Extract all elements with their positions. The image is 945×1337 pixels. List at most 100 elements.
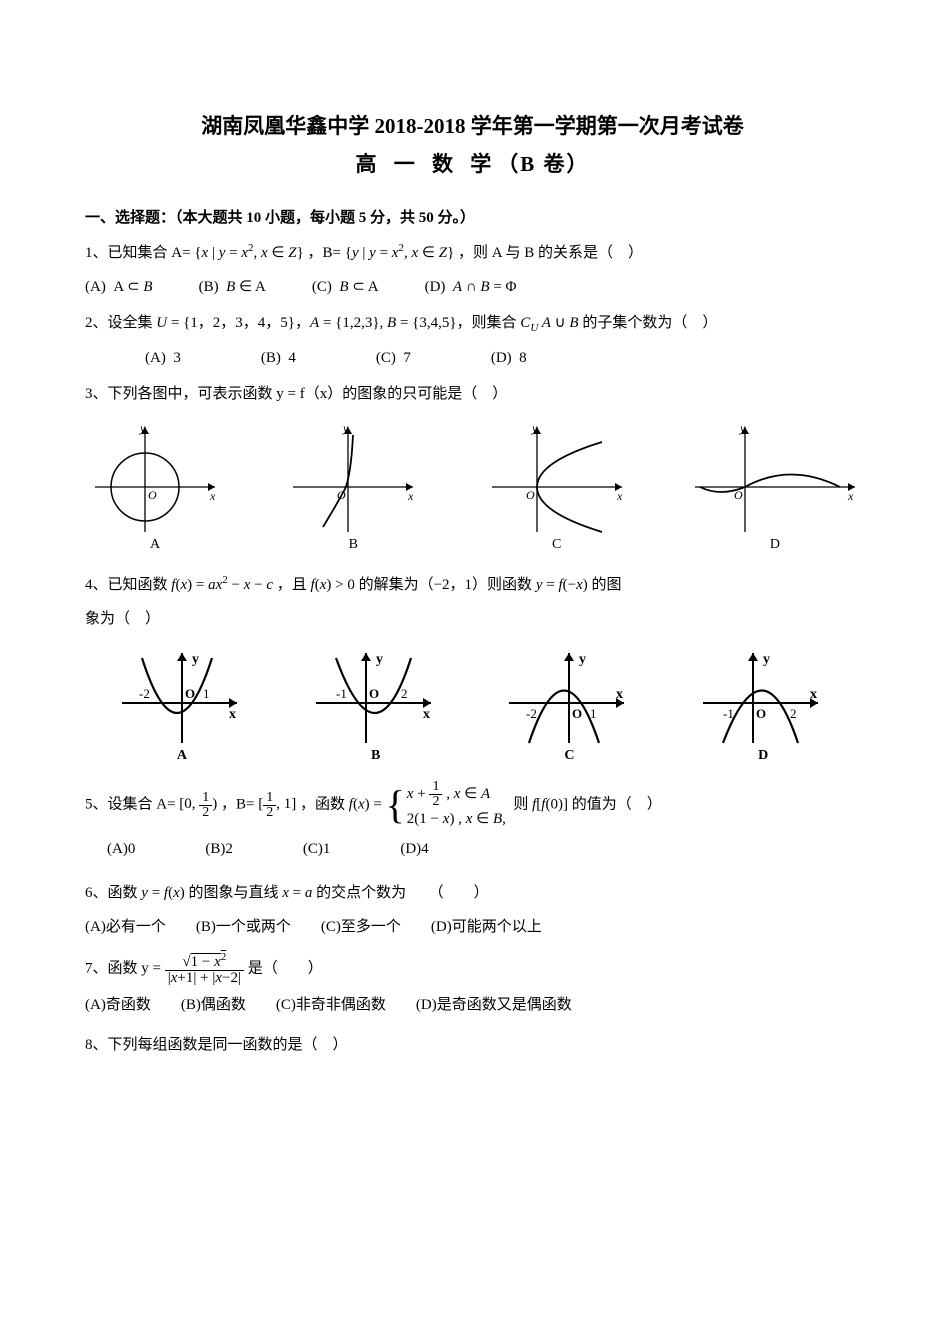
q2-optC-label: (C) [376,350,396,366]
q1-optC-label: (C) [312,279,332,295]
svg-text:-2: -2 [526,706,537,721]
q7-fraction: √1 − x2 |x+1| + |x−2| [165,952,244,986]
q3-figD: y x O D [690,417,860,553]
svg-text:O: O [148,488,157,502]
q5-intA: [0, 12) [179,796,217,812]
svg-text:x: x [209,489,216,503]
q1-optC: (C) B ⊂ A [312,272,379,302]
svg-text:-2: -2 [139,686,150,701]
q7-optB-label: (B) [181,997,201,1013]
svg-text:y: y [376,652,383,667]
q6-optD-label: (D) [431,919,452,935]
q7-options: (A)奇函数 (B)偶函数 (C)非奇非偶函数 (D)是奇函数又是偶函数 [85,990,860,1020]
q6-optB-label: (B) [196,919,216,935]
q5-piecewise: { x + 12 , x ∈ A 2(1 − x) , x ∈ B, [386,780,506,830]
q2-optA-label: (A) [145,350,166,366]
svg-text:x: x [229,707,236,722]
q4-labelD: D [698,748,828,764]
q1-optA-label: (A) [85,279,106,295]
q5-optC-label: (C) [303,841,323,857]
svg-text:y: y [579,652,586,667]
q4-labelA: A [117,748,247,764]
q2-optB-val: 4 [288,350,296,366]
q7-optD-val: 是奇函数又是偶函数 [437,997,572,1013]
q5-optC: (C)1 [303,834,331,864]
q2-optC: (C) 7 [376,343,411,373]
q1-optA-val: A ⊂ B [113,279,152,295]
q5-optD-val: 4 [421,841,429,857]
q7-stem-b: 是（ ） [248,960,323,976]
q5-intB: [12, 1] [258,796,296,812]
svg-text:x: x [423,707,430,722]
title-sub-right: （B 卷） [497,152,589,176]
q6-optB-val: 一个或两个 [216,919,291,935]
q3-labelD: D [690,537,860,553]
q2-optA-val: 3 [173,350,181,366]
q6-optC-label: (C) [321,919,341,935]
q2-optB: (B) 4 [261,343,296,373]
svg-text:x: x [616,687,623,702]
q3-labelA: A [85,537,225,553]
q7-stem-a: 7、函数 y = [85,960,165,976]
svg-text:O: O [734,488,743,502]
q2-optD: (D) 8 [491,343,527,373]
svg-text:2: 2 [401,686,408,701]
q1-stem-a: 1、已知集合 A= [85,245,191,261]
q2-options: (A) 3 (B) 4 (C) 7 (D) 8 [85,343,860,373]
q7-stem: 7、函数 y = √1 − x2 |x+1| + |x−2| 是（ ） [85,952,860,986]
q1-optD-label: (D) [425,279,446,295]
title-sub-left: 高 一 数 学 [355,152,497,176]
q7-optD: (D)是奇函数又是偶函数 [416,990,572,1020]
svg-text:y: y [192,652,199,667]
q3-figB: y x O B [283,417,423,553]
svg-text:x: x [407,489,414,503]
svg-text:-1: -1 [723,706,734,721]
q4-labelC: C [504,748,634,764]
svg-text:y: y [342,421,349,435]
svg-text:-1: -1 [336,686,347,701]
q5-optB-label: (B) [205,841,225,857]
svg-text:O: O [756,706,766,721]
q1-setB: {y | y = x2, x ∈ Z} [345,245,455,261]
q2-optC-val: 7 [403,350,411,366]
q5-optB: (B)2 [205,834,233,864]
svg-text:1: 1 [203,686,210,701]
q7-optB-val: 偶函数 [201,997,246,1013]
q6-optD-val: 可能两个以上 [452,919,542,935]
q1-stem-c: ，则 A 与 B 的关系是（ ） [458,245,643,261]
q1-stem: 1、已知集合 A= {x | y = x2, x ∈ Z} ，B= {y | y… [85,237,860,268]
q7-optC: (C)非奇非偶函数 [276,990,386,1020]
q6-optA-val: 必有一个 [106,919,166,935]
q6-options: (A)必有一个 (B)一个或两个 (C)至多一个 (D)可能两个以上 [85,912,860,942]
svg-text:x: x [616,489,623,503]
q6-optD: (D)可能两个以上 [431,912,542,942]
svg-text:O: O [185,686,195,701]
q1-setA: {x | y = x2, x ∈ Z} [194,245,304,261]
q7-optA-val: 奇函数 [106,997,151,1013]
q3-labelB: B [283,537,423,553]
svg-text:1: 1 [590,706,597,721]
q2-optD-val: 8 [519,350,527,366]
q7-optD-label: (D) [416,997,437,1013]
svg-text:2: 2 [790,706,797,721]
q1-optA: (A) A ⊂ B [85,272,153,302]
q4-figures: -2 O 1 y x A -1 O 2 y x B [85,648,860,764]
q2-optA: (A) 3 [145,343,181,373]
q3-stem: 3、下列各图中，可表示函数 y = f（x）的图象的只可能是（ ） [85,379,860,409]
q1-stem-b: ，B= [308,245,341,261]
q7-optA-label: (A) [85,997,106,1013]
q3-figures: y x O A y x O B [85,417,860,553]
q4-stem-a: 4、已知函数 f(x) = ax2 − x − c ，且 f(x) > 0 的解… [85,569,860,600]
q5-stem: 5、设集合 A= [0, 12) ，B= [12, 1] ，函数 f(x) = … [85,780,860,830]
q2-stem: 2、设全集 U = {1，2，3，4，5}，A = {1,2,3}, B = {… [85,308,860,339]
q4-figC: -2 O 1 y x C [504,648,634,764]
q1-optD-val: A ∩ B = Φ [453,279,517,295]
q3-figC: y x O C [482,417,632,553]
q8-stem: 8、下列每组函数是同一函数的是（ ） [85,1030,860,1060]
svg-text:O: O [369,686,379,701]
svg-text:y: y [139,421,146,435]
q1-optD: (D) A ∩ B = Φ [425,272,517,302]
q5-optD: (D)4 [400,834,428,864]
q5-stem-a: 5、设集合 A= [85,796,176,812]
q4-figD: -1 O 2 y x D [698,648,828,764]
